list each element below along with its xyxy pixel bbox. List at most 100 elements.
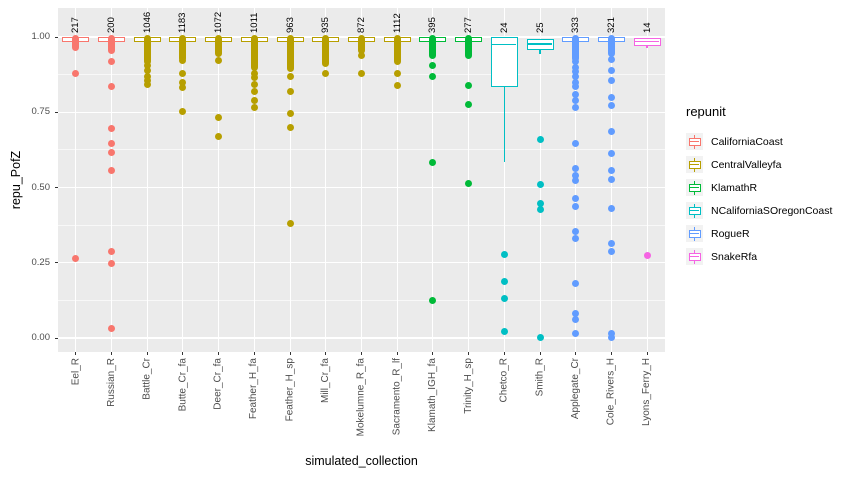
gridline-x-major — [503, 8, 505, 352]
x-tick-mark — [182, 352, 184, 355]
outlier-dot — [250, 80, 258, 88]
box — [490, 37, 518, 88]
outlier-dot — [72, 255, 80, 263]
count-label: 14 — [641, 22, 653, 33]
legend-whisker-bottom — [693, 260, 696, 264]
legend: repunit CaliforniaCoast CentralValleyfa Kl… — [686, 104, 832, 268]
outlier-dot — [358, 52, 365, 60]
x-tick-mark — [396, 352, 398, 355]
outlier-cluster — [179, 35, 187, 62]
outlier-dot — [179, 108, 187, 116]
x-tick-label: Butte_Cr_fa — [176, 358, 188, 412]
outlier-dot — [572, 279, 580, 287]
legend-whisker-top — [693, 226, 696, 230]
x-tick-mark — [468, 352, 470, 355]
outlier-dot — [322, 70, 330, 78]
count-label: 1183 — [177, 12, 189, 33]
outlier-cluster — [286, 35, 294, 73]
count-label: 277 — [463, 17, 475, 33]
outlier-dot — [179, 69, 187, 77]
legend-key-boxplot-icon — [686, 248, 703, 265]
x-tick-mark — [253, 352, 255, 355]
legend-label: NCaliforniaSOregonCoast — [711, 204, 833, 217]
outlier-dot — [179, 56, 187, 64]
outlier-cluster — [572, 35, 580, 62]
outlier-cluster — [108, 35, 116, 55]
outlier-dot — [607, 76, 615, 84]
outlier-dot — [572, 90, 580, 98]
outlier-dot — [572, 139, 580, 147]
outlier-dot — [358, 70, 365, 78]
count-label: 321 — [605, 17, 617, 33]
outlier-dot — [286, 123, 294, 131]
outlier-dot — [607, 56, 615, 64]
x-tick-label: Eel_R — [69, 358, 81, 386]
legend-label: CaliforniaCoast — [711, 135, 783, 148]
outlier-dot — [572, 68, 580, 76]
box-median — [635, 40, 660, 43]
x-tick-label: Applegate_Cr — [569, 358, 581, 420]
outlier-dot — [572, 329, 580, 337]
outlier-dot — [143, 67, 151, 75]
x-tick-label: Smith_R — [534, 358, 546, 397]
outlier-dot — [108, 149, 116, 157]
legend-key-boxplot-icon — [686, 225, 703, 242]
legend-median — [690, 163, 699, 166]
outlier-dot — [572, 228, 580, 236]
outlier-dot — [500, 277, 508, 285]
legend-whisker-top — [693, 157, 696, 161]
outlier-dot — [607, 239, 615, 247]
x-tick-mark — [503, 352, 505, 355]
legend-whisker-bottom — [693, 237, 696, 241]
y-axis-title: repu_PofZ — [9, 150, 23, 210]
legend-whisker-bottom — [693, 145, 696, 149]
legend-item: KlamathR — [686, 176, 832, 199]
x-tick-label: Chetco_R — [498, 358, 510, 403]
outlier-dot — [643, 251, 651, 259]
outlier-cluster — [393, 35, 401, 65]
x-tick-label: Sacramento_R_lf — [391, 358, 403, 436]
outlier-dot — [286, 73, 294, 81]
x-tick-mark — [539, 352, 541, 355]
outlier-dot — [607, 329, 615, 337]
y-tick-mark — [54, 111, 58, 113]
gridline-x-major — [432, 8, 434, 352]
outlier-dot — [429, 297, 437, 305]
outlier-dot — [108, 167, 116, 175]
x-tick-label: Feather_H_sp — [284, 358, 296, 422]
plot-panel — [58, 8, 665, 352]
x-tick-label: Lyons_Ferry_H — [641, 358, 653, 426]
y-tick-mark — [54, 36, 58, 38]
outlier-dot — [179, 78, 187, 86]
outlier-dot — [536, 180, 544, 188]
outlier-dot — [572, 63, 580, 71]
legend-key-boxplot-icon — [686, 202, 703, 219]
outlier-dot — [393, 81, 401, 89]
outlier-dot — [108, 58, 116, 66]
x-tick-mark — [646, 352, 648, 355]
legend-median — [690, 186, 699, 189]
gridline-x-major — [289, 8, 291, 352]
x-tick-label: Mokelumne_R_fa — [355, 358, 367, 437]
gridline-x-major — [325, 8, 327, 352]
legend-item: CentralValleyfa — [686, 153, 832, 176]
legend-whisker-bottom — [693, 191, 696, 195]
outlier-dot — [108, 83, 116, 91]
legend-median — [690, 140, 699, 143]
x-tick-label: Mill_Cr_fa — [319, 358, 331, 404]
outlier-dot — [572, 96, 580, 104]
legend-whisker-top — [693, 180, 696, 184]
outlier-dot — [572, 194, 580, 202]
outlier-dot — [179, 83, 187, 91]
x-tick-label: Russian_R — [105, 358, 117, 407]
box-median — [492, 43, 517, 46]
outlier-dot — [108, 259, 116, 267]
outlier-dot — [286, 219, 294, 227]
outlier-dot — [500, 328, 508, 336]
legend-whisker-top — [693, 134, 696, 138]
outlier-dot — [250, 104, 258, 112]
count-label: 1046 — [141, 11, 153, 33]
outlier-dot — [572, 57, 580, 65]
legend-label: RogueR — [711, 227, 750, 240]
